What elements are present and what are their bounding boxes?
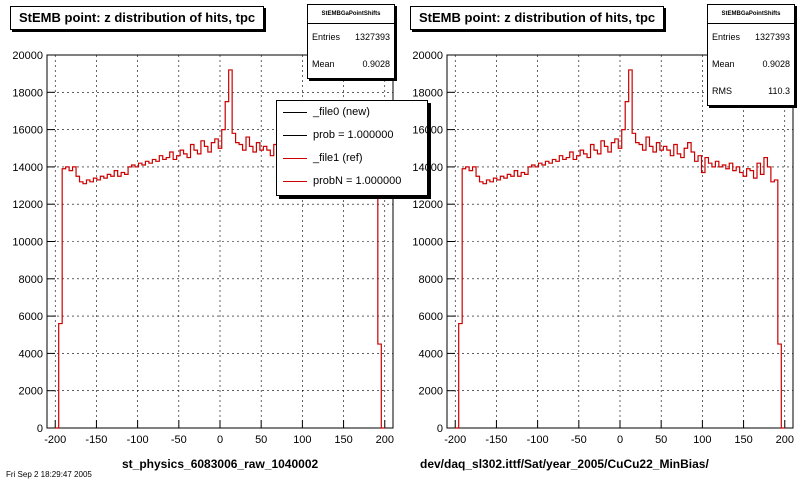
y-tick-label: 18000 <box>412 87 443 99</box>
legend-entry: prob = 1.000000 <box>277 124 427 147</box>
y-tick-label: 16000 <box>412 125 443 137</box>
y-tick-label: 6000 <box>419 311 443 323</box>
y-tick-label: 16000 <box>12 125 43 137</box>
left-plot: -200 -150 -100 -50 0 50 100 150 2000200040006000… <box>12 50 394 446</box>
y-tick-label: 2000 <box>19 386 43 398</box>
x-tick-label: 100 <box>293 434 311 446</box>
x-tick-label: 200 <box>376 434 394 446</box>
x-tick-label: 0 <box>217 434 223 446</box>
stats-entries-row: Entries 1327393 <box>308 24 394 51</box>
right-panel: -200 -150 -100 -50 0 50 100 150 200 0 2000 4000 6000… <box>400 0 800 480</box>
legend-label: probN = 1.000000 <box>313 175 402 187</box>
stats-rms-value: 110.3 <box>768 86 790 96</box>
x-tick-label: -100 <box>127 434 149 446</box>
right-xlabel: dev/daq_sl302.ittf/Sat/year_2005/CuCu22_… <box>420 457 709 471</box>
y-tick-label: 4000 <box>19 348 43 360</box>
x-tick-label: -200 <box>444 434 466 446</box>
x-tick-label: -150 <box>485 434 507 446</box>
legend-entry: _file1 (ref) <box>277 147 427 170</box>
x-tick-label: -100 <box>527 434 549 446</box>
x-tick-label: -200 <box>44 434 66 446</box>
left-panel: -200 -150 -100 -50 0 50 100 150 200 0 2000 4000 6000… <box>10 4 428 471</box>
left-xlabel: st_physics_6083006_raw_1040002 <box>122 457 319 471</box>
stats-name: StEMBGaPointShifts <box>708 5 794 24</box>
stats-mean-row: Mean 0.9028 <box>708 51 794 78</box>
y-tick-label: 0 <box>37 423 43 435</box>
x-tick-label: 150 <box>734 434 752 446</box>
stats-entries-value: 1327393 <box>354 32 390 42</box>
legend-label: _file0 (new) <box>313 106 370 118</box>
histogram-line <box>455 69 785 429</box>
stats-entries-label: Entries <box>712 32 741 42</box>
stats-entries-row: Entries 1327393 <box>708 24 794 51</box>
y-tick-label: 2000 <box>419 386 443 398</box>
legend-entry: probN = 1.000000 <box>277 170 427 193</box>
left-stats-box: StEMBGaPointShifts Entries 1327393 Mean … <box>307 4 395 79</box>
x-tick-label: 100 <box>693 434 711 446</box>
right-title: StEMB point: z distribution of hits, tpc <box>410 6 665 30</box>
x-tick-label: -150 <box>85 434 107 446</box>
y-tick-label: 10000 <box>12 237 43 249</box>
legend-label: _file1 (ref) <box>313 152 363 164</box>
x-tick-label: -50 <box>171 434 187 446</box>
y-tick-label: 4000 <box>419 348 443 360</box>
stats-rms-label: RMS <box>712 86 732 96</box>
y-tick-label: 8000 <box>419 274 443 286</box>
y-tick-label: 20000 <box>12 50 43 62</box>
y-tick-label: 12000 <box>12 199 43 211</box>
y-tick-label: 20000 <box>412 50 443 62</box>
x-tick-label: -50 <box>571 434 587 446</box>
x-tick-label: 0 <box>617 434 623 446</box>
x-tick-label: 150 <box>334 434 352 446</box>
x-tick-label: 50 <box>655 434 667 446</box>
stats-mean-value: 0.9028 <box>362 59 390 69</box>
x-tick-label: 50 <box>255 434 267 446</box>
legend-label: prob = 1.000000 <box>313 129 394 141</box>
y-tick-label: 6000 <box>19 311 43 323</box>
legend: _file0 (new) prob = 1.000000 _file1 (ref… <box>276 100 428 196</box>
left-title: StEMB point: z distribution of hits, tpc <box>10 6 265 30</box>
y-tick-label: 12000 <box>412 199 443 211</box>
y-tick-label: 10000 <box>412 237 443 249</box>
y-tick-label: 18000 <box>12 87 43 99</box>
y-tick-label: 14000 <box>12 162 43 174</box>
stats-mean-label: Mean <box>312 59 335 69</box>
right-stats-box: StEMBGaPointShifts Entries 1327393 Mean … <box>707 4 795 106</box>
footer-timestamp: Fri Sep 2 18:29:47 2005 <box>6 470 92 479</box>
y-tick-label: 14000 <box>412 162 443 174</box>
stats-rms-row: RMS 110.3 <box>708 78 794 105</box>
y-tick-label: 0 <box>437 423 443 435</box>
stats-entries-label: Entries <box>312 32 341 42</box>
y-tick-label: 8000 <box>19 274 43 286</box>
legend-entry: _file0 (new) <box>277 101 427 124</box>
stats-name: StEMBGaPointShifts <box>308 5 394 24</box>
x-tick-label: 200 <box>776 434 794 446</box>
stats-entries-value: 1327393 <box>754 32 790 42</box>
stats-mean-value: 0.9028 <box>762 59 790 69</box>
right-plot: -200 -150 -100 -50 0 50 100 150 2000200040006000… <box>412 50 794 446</box>
stats-mean-row: Mean 0.9028 <box>308 51 394 78</box>
stats-mean-label: Mean <box>712 59 735 69</box>
